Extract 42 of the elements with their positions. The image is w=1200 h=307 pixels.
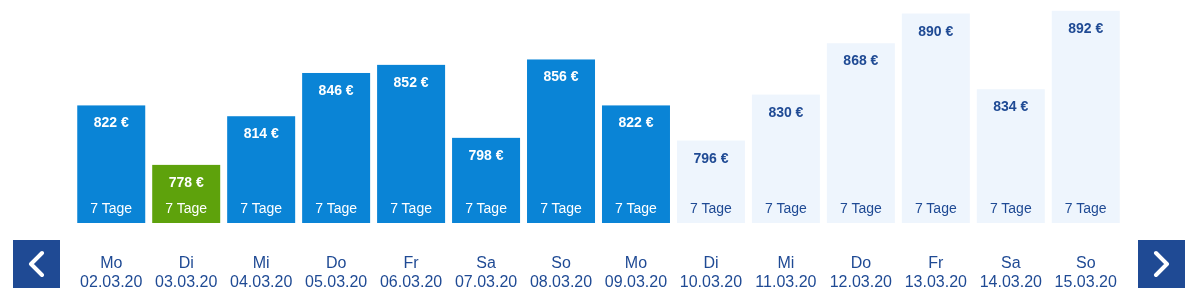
annotation: 7 Tage xyxy=(315,200,358,216)
data-label: 798 € xyxy=(468,146,504,163)
data-label: 830 € xyxy=(768,103,804,120)
x-tick-label: So 08.03.20 xyxy=(529,254,593,290)
annotation: 7 Tage xyxy=(839,200,882,216)
annotation: 7 Tage xyxy=(540,200,583,216)
x-tick-label: Fr 13.03.20 xyxy=(904,254,968,290)
annotation: 7 Tage xyxy=(390,200,433,216)
x-tick-label: Mo 09.03.20 xyxy=(604,254,668,290)
x-tick-label: Di 10.03.20 xyxy=(679,254,743,290)
x-tick-label: Sa 14.03.20 xyxy=(979,254,1043,290)
annotation: 7 Tage xyxy=(240,200,283,216)
x-tick-label: Sa 07.03.20 xyxy=(454,254,518,290)
x-tick-label: Mo 02.03.20 xyxy=(80,254,143,290)
annotation: 7 Tage xyxy=(1064,200,1107,216)
data-label: 822 € xyxy=(618,114,654,131)
data-label: 834 € xyxy=(993,98,1029,115)
x-tick-label: Do 05.03.20 xyxy=(304,254,368,290)
data-label: 856 € xyxy=(543,68,579,85)
annotation: 7 Tage xyxy=(690,200,733,216)
annotation: 7 Tage xyxy=(989,200,1032,216)
annotation: 7 Tage xyxy=(465,200,508,216)
data-label: 852 € xyxy=(393,73,429,90)
x-tick-label: Fr 06.03.20 xyxy=(379,254,443,290)
annotation: 7 Tage xyxy=(165,200,208,216)
data-label: 890 € xyxy=(918,22,954,39)
annotation: 7 Tage xyxy=(914,200,957,216)
data-label: 814 € xyxy=(243,125,279,142)
data-label: 778 € xyxy=(168,173,204,190)
data-label: 846 € xyxy=(318,81,354,98)
data-label: 892 € xyxy=(1068,19,1104,36)
data-label: 868 € xyxy=(843,52,879,69)
data-label: 822 € xyxy=(93,114,129,131)
x-tick-label: Mi 11.03.20 xyxy=(755,254,817,290)
x-tick-label: So 15.03.20 xyxy=(1054,254,1117,290)
data-label: 796 € xyxy=(693,149,729,166)
x-tick-label: Di 03.03.20 xyxy=(155,254,218,290)
x-tick-label: Do 12.03.20 xyxy=(829,254,893,290)
x-tick-label: Mi 04.03.20 xyxy=(230,254,293,290)
annotation: 7 Tage xyxy=(615,200,658,216)
annotation: 7 Tage xyxy=(765,200,808,216)
annotation: 7 Tage xyxy=(90,200,133,216)
